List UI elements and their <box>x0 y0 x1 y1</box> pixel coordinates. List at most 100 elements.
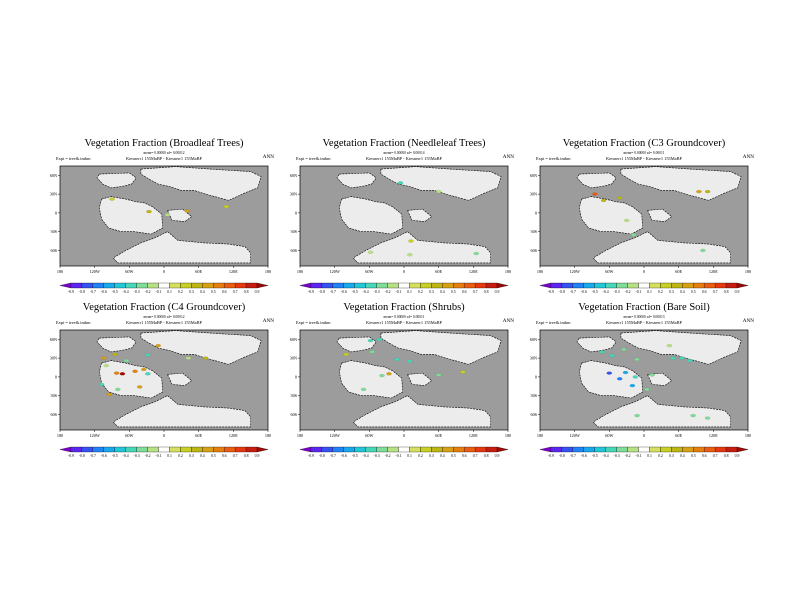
panel-expt-label: Expt = treefk.tmbm <box>536 156 571 161</box>
colorbar-swatch <box>420 282 432 289</box>
colorbar-swatch <box>420 446 432 453</box>
x-tick-label: 60E <box>435 433 442 438</box>
colorbar-swatch <box>649 446 661 453</box>
colorbar-swatch <box>616 282 628 289</box>
colorbar-swatch <box>550 446 563 453</box>
colorbar-tick-label: 0.7 <box>233 290 238 294</box>
colorbar-swatch <box>649 282 661 289</box>
x-tick-label: 180 <box>297 433 303 438</box>
panel-cases: Kiesnerr1 155MaBP - Kiesnerr1 155MaBP <box>126 320 202 325</box>
panel-bare-soil: Vegetation Fraction (Bare Soil) mean= 0.… <box>528 302 760 482</box>
colorbar-swatch <box>213 282 225 289</box>
y-tick-label: 60N <box>50 173 57 178</box>
colorbar-swatch <box>715 446 727 453</box>
colorbar-swatch <box>191 446 203 453</box>
colorbar-tick-label: 0.4 <box>440 290 445 294</box>
colorbar-swatch <box>136 282 148 289</box>
anomaly-patch <box>644 387 650 392</box>
continent-outline <box>98 196 164 235</box>
colorbar-swatch <box>387 282 399 289</box>
colorbar-tick-label: 0.5 <box>691 454 696 458</box>
colorbar-swatch <box>321 446 333 453</box>
colorbar-swatch <box>442 282 454 289</box>
colorbar-tick-label: 0.2 <box>178 290 183 294</box>
colorbar-tick-label: -0.1 <box>396 454 402 458</box>
anomaly-patch <box>115 387 121 392</box>
colorbar-tick-label: -0.2 <box>385 454 391 458</box>
colorbar-tick-label: -0.5 <box>352 454 358 458</box>
y-tick-label: 30N <box>290 356 297 361</box>
colorbar-tick-label: 0.6 <box>702 454 707 458</box>
panel-season: ANN <box>742 154 754 160</box>
colorbar-swatch <box>671 446 683 453</box>
colorbar-tick-label: -0.8 <box>319 290 325 294</box>
colorbar-swatch <box>464 282 476 289</box>
anomaly-patch <box>623 218 630 223</box>
colorbar-swatch <box>299 282 312 289</box>
colorbar-swatch <box>354 446 366 453</box>
anomaly-patch <box>704 416 711 420</box>
colorbar-swatch <box>496 282 509 289</box>
y-tick-label: 60S <box>290 248 297 253</box>
colorbar-tick-label: 0.5 <box>451 454 456 458</box>
panel-title: Vegetation Fraction (C3 Groundcover) <box>562 138 726 149</box>
colorbar-swatch <box>191 282 203 289</box>
y-tick-label: 30S <box>50 393 57 398</box>
colorbar-swatch <box>376 282 388 289</box>
panel-broadleaf-trees: Vegetation Fraction (Broadleaf Trees) me… <box>48 138 280 318</box>
colorbar-swatch <box>572 282 584 289</box>
colorbar-swatch <box>114 282 126 289</box>
anomaly-patch <box>634 413 640 418</box>
colorbar-tick-label: 0.7 <box>473 290 478 294</box>
continent-outline <box>140 330 262 365</box>
colorbar-tick-label: -0.9 <box>68 290 74 294</box>
continent-outline <box>98 360 164 399</box>
x-tick-label: 120W <box>90 269 100 274</box>
x-tick-label: 180 <box>505 269 511 274</box>
anomaly-map: 180 120W 60W 0 60E 120E 180 60N 30N 0 30S 60S -0.9 -0… <box>530 165 751 294</box>
colorbar-swatch <box>671 282 683 289</box>
continent-outline <box>338 196 404 235</box>
colorbar-tick-label: -0.8 <box>319 454 325 458</box>
colorbar-tick-label: -0.7 <box>330 454 336 458</box>
colorbar-swatch <box>693 282 705 289</box>
colorbar-tick-label: -0.6 <box>581 454 587 458</box>
colorbar-swatch <box>475 446 487 453</box>
colorbar-swatch <box>180 282 192 289</box>
colorbar-swatch <box>332 446 344 453</box>
x-tick-label: 180 <box>745 269 751 274</box>
colorbar-swatch <box>224 282 236 289</box>
y-tick-label: 60S <box>50 248 57 253</box>
colorbar-tick-label: -0.3 <box>614 454 620 458</box>
anomaly-patch <box>634 357 640 362</box>
colorbar-tick-label: 0.9 <box>735 454 740 458</box>
y-tick-label: 0 <box>295 210 297 215</box>
x-tick-label: 60W <box>125 269 133 274</box>
panel-needleleaf-trees: Vegetation Fraction (Needleleaf Trees) m… <box>288 138 520 318</box>
panel-c4-groundcover: Vegetation Fraction (C4 Groundcover) mea… <box>48 302 280 482</box>
anomaly-patch <box>407 253 413 257</box>
panel-stats: mean= 0.00000 sd= 0.00013 <box>623 315 665 319</box>
anomaly-patch <box>101 356 107 360</box>
y-tick-label: 30N <box>530 192 537 197</box>
colorbar-tick-label: 0.6 <box>222 290 227 294</box>
panel-stats: mean= 0.00000 sd= 0.00012 <box>143 151 185 155</box>
continent-outline <box>647 208 673 222</box>
anomaly-patch <box>119 372 126 376</box>
panel-expt-label: Expt = treefk.tmbm <box>536 320 571 325</box>
anomaly-patch <box>386 372 392 376</box>
colorbar-tick-label: 0.7 <box>473 454 478 458</box>
anomaly-patch <box>146 209 152 214</box>
colorbar-swatch <box>704 446 716 453</box>
colorbar-swatch <box>583 282 595 289</box>
continent-outline <box>380 330 502 365</box>
colorbar-swatch <box>725 446 738 453</box>
x-tick-label: 60W <box>365 433 373 438</box>
colorbar-swatch <box>485 282 498 289</box>
colorbar-swatch <box>453 446 465 453</box>
colorbar-tick-label: 0.5 <box>211 290 216 294</box>
y-tick-label: 60N <box>290 173 297 178</box>
anomaly-patch <box>145 372 151 376</box>
y-tick-label: 0 <box>535 210 537 215</box>
colorbar-swatch <box>310 446 323 453</box>
